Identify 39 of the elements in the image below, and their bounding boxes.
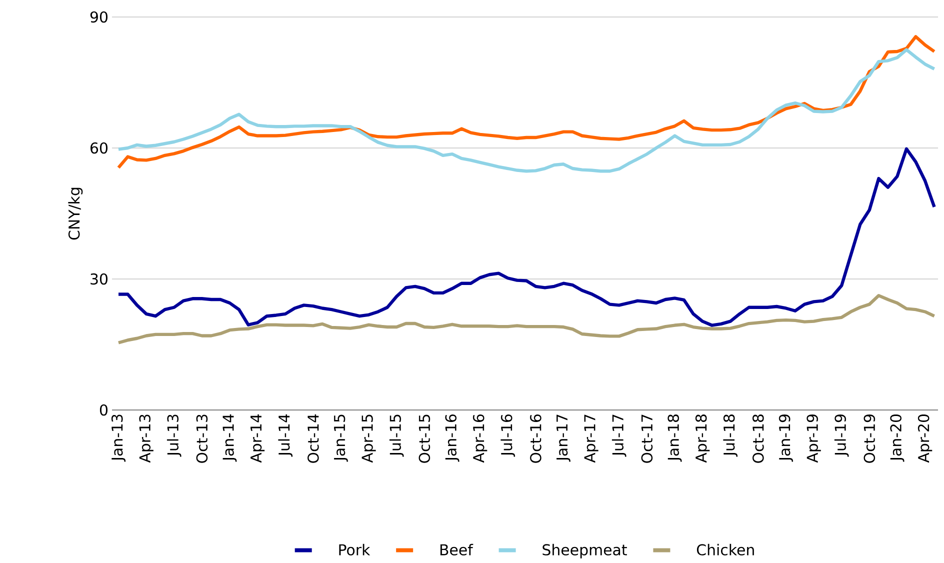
y-tick-label: 60 <box>90 142 108 154</box>
x-tick-label: Jul-15 <box>389 414 404 457</box>
legend-label: Beef <box>440 544 474 556</box>
x-tick-label: Oct-13 <box>196 414 208 463</box>
x-tick-label: Oct-14 <box>308 414 319 463</box>
x-tick-label: Jul-13 <box>166 414 182 457</box>
x-tick-label: Apr-20 <box>918 414 932 463</box>
x-tick-label: Jan-20 <box>890 414 904 462</box>
x-tick-label: Oct-18 <box>752 414 764 463</box>
x-tick-label: Jul-19 <box>834 414 849 457</box>
x-tick-label: Oct-15 <box>418 414 430 463</box>
x-tick-label: Apr-16 <box>472 414 488 463</box>
x-tick-label: Jan-17 <box>556 414 570 462</box>
legend-label: Chicken <box>696 544 754 556</box>
x-tick-label: Oct-17 <box>641 414 653 463</box>
y-axis-title: CNY/kg <box>68 188 83 240</box>
x-tick-label: Oct-16 <box>530 414 542 463</box>
x-tick-label: Apr-14 <box>250 414 265 463</box>
x-tick-label: Jul-14 <box>278 414 293 457</box>
x-tick-label: Jul-16 <box>500 414 516 457</box>
x-tick-label: Apr-15 <box>362 414 376 463</box>
x-tick-label: Jan-16 <box>445 414 460 462</box>
x-tick-label: Jul-18 <box>723 414 738 457</box>
x-tick-label: Jan-14 <box>222 414 237 462</box>
y-tick-label: 90 <box>90 11 108 23</box>
y-tick-label: 30 <box>90 273 108 285</box>
legend-label: Pork <box>339 544 370 556</box>
x-tick-label: Oct-19 <box>864 414 876 463</box>
x-tick-label: Apr-17 <box>584 414 598 463</box>
y-tick-label: 0 <box>100 404 108 416</box>
x-tick-label: Apr-13 <box>139 414 154 463</box>
x-tick-label: Apr-18 <box>695 414 710 463</box>
x-tick-label: Apr-19 <box>806 414 821 463</box>
x-tick-label: Jan-18 <box>668 414 682 462</box>
x-tick-label: Jan-15 <box>334 414 348 462</box>
x-tick-label: Jan-19 <box>778 414 794 462</box>
x-tick-label: Jul-17 <box>612 414 626 457</box>
legend-label: Sheepmeat <box>542 544 627 558</box>
x-tick-label: Jan-13 <box>111 414 126 462</box>
